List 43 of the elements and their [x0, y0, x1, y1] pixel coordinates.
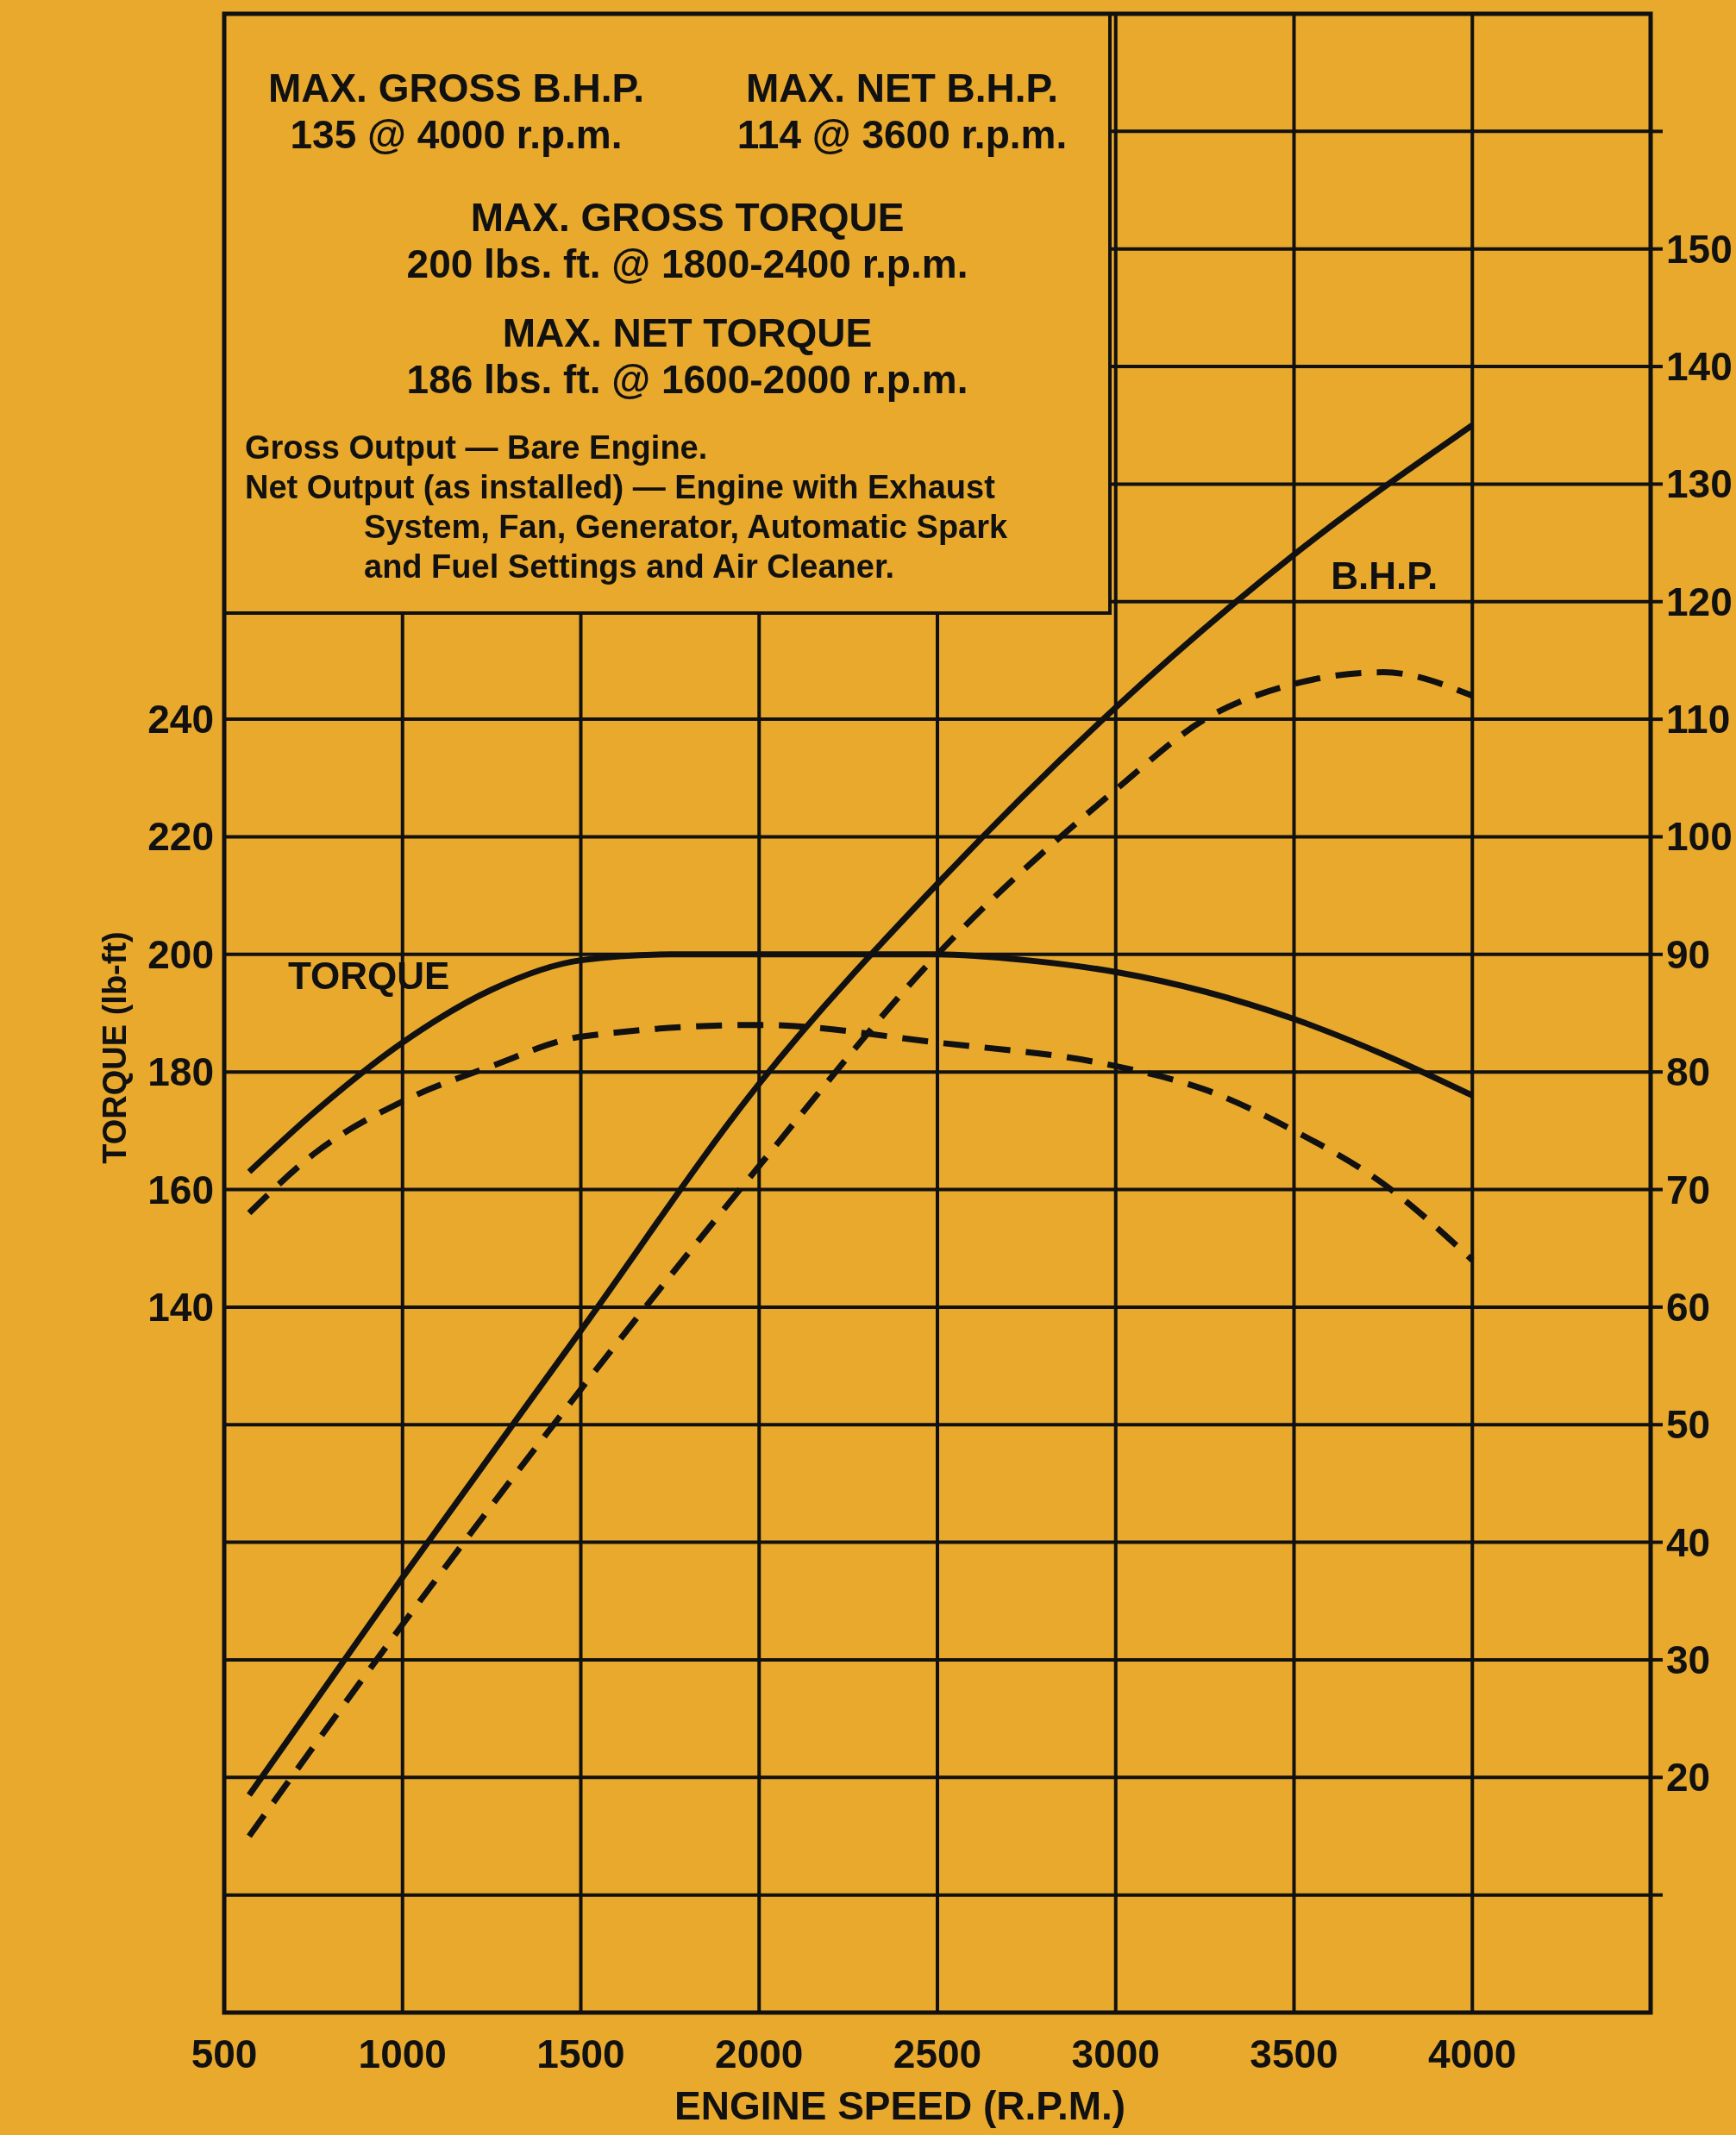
y2-tick-label: 100 [1666, 814, 1733, 860]
x-tick-label: 500 [191, 2032, 258, 2076]
y2-tick-label: 110 [1666, 697, 1731, 742]
series-label: B.H.P. [1331, 554, 1438, 598]
annotation: Gross Output — Bare Engine. [245, 429, 708, 466]
x-tick-label: 3500 [1250, 2032, 1338, 2076]
y2-tick-label: 90 [1666, 931, 1711, 977]
annotation: 200 lbs. ft. @ 1800-2400 r.p.m. [406, 241, 968, 286]
y2-tick-label: 120 [1666, 579, 1733, 624]
annotation: MAX. GROSS TORQUE [470, 195, 905, 240]
y2-tick-label: 20 [1666, 1755, 1711, 1800]
y2-tick-label: 60 [1666, 1284, 1711, 1330]
annotation: Net Output (as installed) — Engine with Exhaust [245, 469, 996, 505]
x-axis-title: ENGINE SPEED (R.P.M.) [674, 2083, 1126, 2128]
y-axis-title: TORQUE (lb-ft) [97, 931, 133, 1164]
annotation: 114 @ 3600 r.p.m. [736, 112, 1068, 157]
y-tick-label: 240 [147, 697, 214, 742]
annotation: 186 lbs. ft. @ 1600-2000 r.p.m. [406, 357, 968, 402]
y2-tick-label: 130 [1666, 461, 1733, 507]
y2-tick-label: 150 [1666, 226, 1733, 272]
y-tick-label: 140 [147, 1284, 214, 1330]
y-tick-label: 160 [147, 1167, 214, 1212]
x-tick-label: 4000 [1428, 2032, 1517, 2076]
y2-tick-label: 80 [1666, 1049, 1711, 1095]
annotation: MAX. GROSS B.H.P. [267, 66, 645, 110]
y2-tick-label: 40 [1666, 1519, 1711, 1565]
y2-tick-label: 70 [1666, 1167, 1711, 1212]
y-tick-label: 180 [147, 1049, 214, 1095]
y2-tick-label: 30 [1666, 1637, 1711, 1682]
annotation: MAX. NET B.H.P. [745, 66, 1059, 110]
annotation: 135 @ 4000 r.p.m. [290, 112, 623, 157]
y2-tick-label: 50 [1666, 1402, 1711, 1448]
y-tick-label: 220 [147, 814, 214, 860]
annotation: System, Fan, Generator, Automatic Spark [364, 509, 1009, 545]
x-tick-label: 3000 [1071, 2032, 1160, 2076]
x-tick-label: 2000 [715, 2032, 804, 2076]
annotation: and Fuel Settings and Air Cleaner. [364, 548, 895, 585]
y-tick-label: 200 [147, 931, 214, 977]
x-tick-label: 1500 [536, 2032, 625, 2076]
x-tick-label: 2500 [893, 2032, 982, 2076]
x-tick-label: 1000 [358, 2032, 447, 2076]
annotation: MAX. NET TORQUE [502, 310, 873, 355]
y2-tick-label: 140 [1666, 344, 1733, 390]
